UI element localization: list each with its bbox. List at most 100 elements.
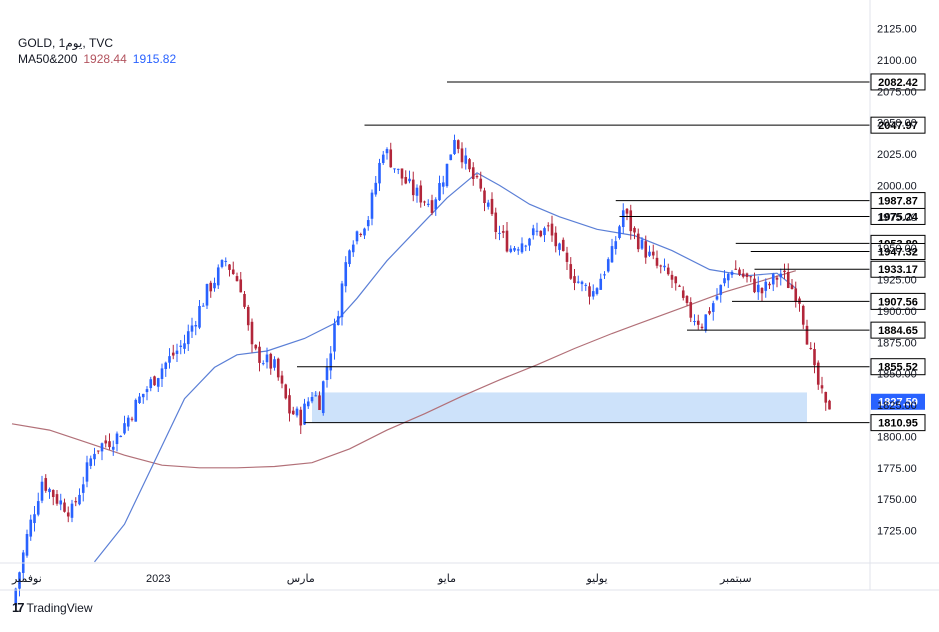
y-tick-label: 1900.00 bbox=[877, 306, 917, 318]
candle-body bbox=[681, 290, 685, 298]
candle-body bbox=[310, 396, 314, 402]
candle-body bbox=[449, 154, 453, 161]
candle-body bbox=[704, 314, 708, 331]
current-price-box bbox=[871, 393, 925, 410]
candle-body bbox=[108, 441, 111, 448]
candle-body bbox=[370, 192, 374, 219]
y-tick-label: 2100.00 bbox=[877, 55, 917, 67]
candle-body bbox=[644, 241, 648, 258]
candle-body bbox=[318, 395, 321, 411]
candle-body bbox=[385, 149, 389, 154]
candle-body bbox=[243, 293, 246, 307]
candle-body bbox=[520, 243, 524, 253]
candle-body bbox=[404, 177, 408, 184]
candle-body bbox=[693, 321, 696, 323]
tradingview-brand: TradingView bbox=[26, 600, 93, 615]
level-label: 1884.65 bbox=[878, 325, 918, 337]
candle-body bbox=[141, 393, 145, 398]
candle-body bbox=[576, 281, 580, 283]
candle-body bbox=[501, 231, 505, 233]
candle-body bbox=[59, 500, 63, 505]
candle-body bbox=[723, 278, 726, 284]
candle-body bbox=[828, 400, 831, 410]
candle-body bbox=[453, 139, 456, 154]
y-tick-label: 2075.00 bbox=[877, 86, 917, 98]
candle-body bbox=[306, 401, 310, 407]
candle-body bbox=[434, 199, 438, 210]
x-tick-label: سبتمبر bbox=[719, 573, 752, 585]
candle-body bbox=[115, 433, 119, 445]
candle-body bbox=[430, 200, 434, 213]
candle-body bbox=[539, 230, 543, 237]
candle-body bbox=[179, 345, 183, 347]
candle-body bbox=[119, 435, 123, 438]
y-tick-label: 1775.00 bbox=[877, 463, 917, 475]
candle-body bbox=[771, 274, 775, 285]
y-tick-label: 2050.00 bbox=[877, 118, 917, 130]
candle-body bbox=[700, 326, 704, 329]
candle-body bbox=[246, 306, 250, 326]
candle-body bbox=[790, 284, 794, 289]
candle-body bbox=[254, 344, 258, 349]
chart-legend: GOLD, 1يوم, TVC MA50&200 1928.44 1915.82 bbox=[18, 35, 176, 67]
level-label: 1987.87 bbox=[878, 196, 918, 208]
candle-body bbox=[438, 183, 441, 201]
candle-body bbox=[235, 276, 239, 282]
candle-body bbox=[621, 210, 625, 228]
candle-body bbox=[224, 260, 228, 262]
candle-body bbox=[276, 358, 280, 378]
candle-body bbox=[70, 503, 74, 518]
candle-body bbox=[535, 230, 539, 232]
level-label-box bbox=[870, 207, 926, 225]
candle-body bbox=[201, 305, 205, 307]
candle-body bbox=[175, 350, 179, 355]
ma-fast-value: 1915.82 bbox=[132, 52, 177, 66]
candle-body bbox=[423, 201, 426, 203]
candle-body bbox=[561, 239, 565, 252]
candle-body bbox=[674, 276, 678, 284]
candle-body bbox=[134, 399, 138, 422]
candle-body bbox=[411, 179, 415, 196]
candle-body bbox=[655, 257, 659, 266]
candle-body bbox=[633, 227, 636, 233]
candle-body bbox=[265, 354, 269, 363]
candle-body bbox=[666, 267, 670, 275]
candle-body bbox=[595, 288, 599, 294]
candle-body bbox=[111, 446, 115, 450]
symbol-title[interactable]: GOLD, 1يوم, TVC bbox=[18, 36, 113, 50]
candle-body bbox=[824, 391, 828, 403]
candle-body bbox=[558, 243, 561, 250]
candle-body bbox=[126, 417, 130, 427]
candle-body bbox=[55, 494, 59, 504]
candle-body bbox=[220, 260, 224, 267]
candle-body bbox=[719, 284, 723, 295]
candle-body bbox=[228, 264, 231, 270]
candle-body bbox=[284, 384, 288, 399]
ma200-line bbox=[11, 270, 796, 469]
candle-body bbox=[614, 241, 618, 249]
candle-body bbox=[400, 168, 404, 179]
tradingview-logo[interactable]: 17 TradingView bbox=[12, 600, 93, 615]
y-tick-label: 1750.00 bbox=[877, 494, 917, 506]
candle-body bbox=[715, 296, 719, 300]
candle-body bbox=[468, 159, 471, 170]
candle-body bbox=[580, 281, 584, 285]
candle-body bbox=[775, 277, 779, 280]
candle-body bbox=[546, 225, 550, 227]
candle-body bbox=[40, 481, 44, 501]
candle-body bbox=[363, 228, 366, 236]
candle-body bbox=[344, 262, 348, 287]
candle-body bbox=[396, 168, 400, 170]
candle-body bbox=[813, 349, 816, 366]
candle-body bbox=[805, 325, 809, 345]
candle-body bbox=[816, 362, 820, 385]
candle-body bbox=[14, 588, 18, 606]
candle-body bbox=[801, 305, 805, 325]
candle-body bbox=[524, 245, 528, 247]
candle-body bbox=[498, 232, 501, 234]
level-label: 1855.52 bbox=[878, 362, 918, 374]
candle-body bbox=[198, 305, 201, 328]
candle-body bbox=[730, 271, 734, 275]
ma-label: MA50&200 bbox=[18, 52, 78, 66]
